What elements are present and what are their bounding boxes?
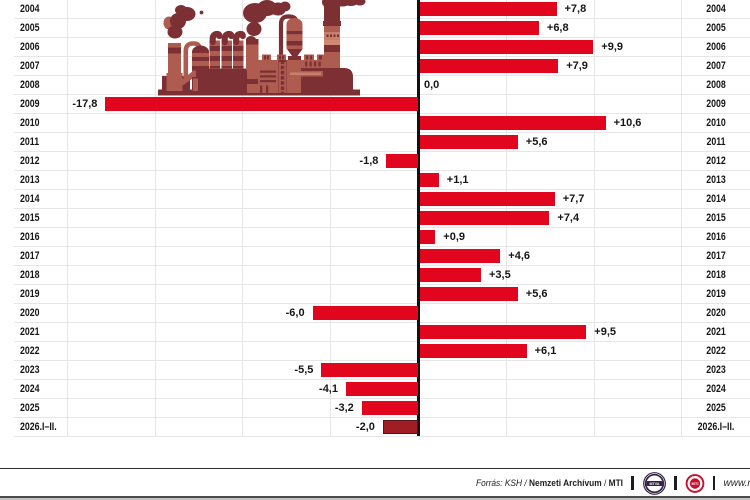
svg-text:MTI: MTI [692, 481, 699, 486]
svg-text:MTVA: MTVA [649, 482, 659, 486]
